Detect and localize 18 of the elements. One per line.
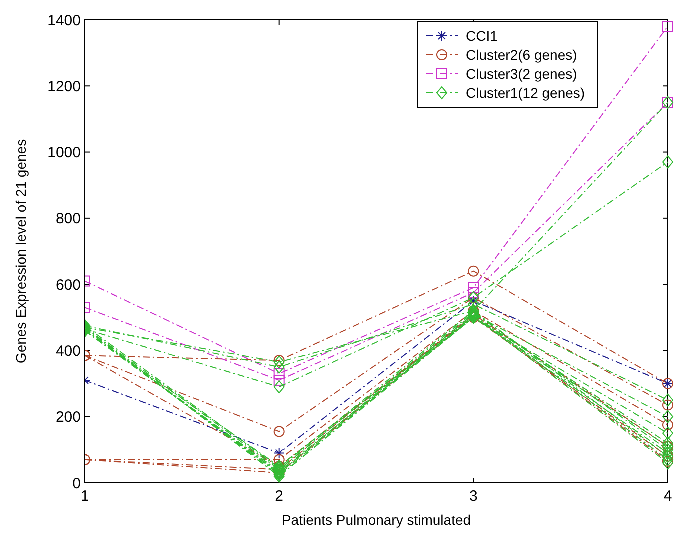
y-tick-label: 400 — [56, 342, 81, 360]
y-tick-label: 600 — [56, 276, 81, 294]
y-tick-label: 1000 — [48, 144, 81, 162]
y-tick-label: 1400 — [48, 12, 81, 30]
legend-label: Cluster1(12 genes) — [466, 84, 586, 101]
x-axis-title: Patients Pulmonary stimulated — [282, 512, 472, 528]
y-tick-label: 800 — [56, 210, 81, 228]
y-tick-label: 1200 — [48, 78, 81, 96]
y-axis-title: Genes Expression level of 21 genes — [13, 139, 29, 364]
legend-label: Cluster2(6 genes) — [466, 46, 578, 63]
x-tick-label: 4 — [664, 488, 672, 505]
x-tick-label: 1 — [80, 488, 90, 505]
y-tick-label: 0 — [72, 475, 81, 492]
y-tick-label: 200 — [56, 409, 81, 426]
x-tick-label: 3 — [469, 488, 478, 505]
legend-label: Cluster3(2 genes) — [466, 66, 578, 82]
legend-label: CCI1 — [466, 28, 498, 44]
x-tick-label: 2 — [275, 488, 284, 505]
